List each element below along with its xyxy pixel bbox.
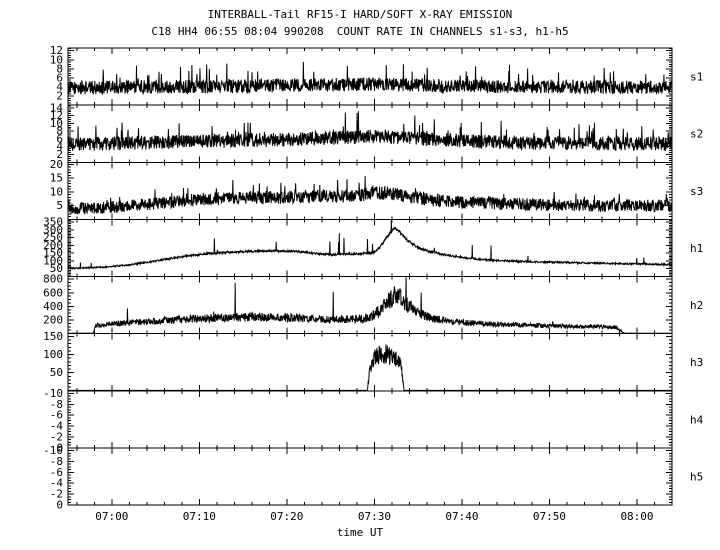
- trace-h2: [68, 277, 673, 334]
- y-tick-label-h2: 200: [43, 314, 63, 327]
- x-axis-label: time UT: [336, 526, 384, 539]
- tick-marks-s1: [68, 48, 672, 106]
- y-tick-label-h5: -4: [50, 477, 64, 490]
- y-tick-label-h4: 0: [56, 441, 63, 454]
- trace-s3: [67, 176, 673, 215]
- y-tick-label-s2: 14: [50, 101, 64, 114]
- y-tick-label-s3: 20: [50, 158, 63, 171]
- y-tick-label-h1: 100: [43, 255, 63, 268]
- y-tick-label-s2: 4: [56, 140, 63, 153]
- y-tick-label-s2: 8: [56, 125, 63, 138]
- panel-frame-h3: [67, 333, 673, 392]
- y-tick-label-h5: -8: [50, 455, 63, 468]
- y-tick-label-h4: -4: [50, 420, 64, 433]
- y-tick-label-s3: 5: [56, 199, 63, 212]
- x-tick-label: 07:40: [445, 510, 478, 523]
- y-tick-label-h3: 150: [43, 330, 63, 343]
- tick-marks-h1: [68, 219, 672, 277]
- y-tick-label-h2: 800: [43, 273, 63, 286]
- y-tick-label-h2: 600: [43, 286, 63, 299]
- x-tick-label: 07:20: [270, 510, 303, 523]
- y-tick-label-h3: 100: [43, 348, 63, 361]
- panel-frame-h4: [67, 390, 673, 449]
- panel-frame-s3: [67, 161, 673, 220]
- channel-label-h5: h5: [690, 470, 703, 483]
- chart-subtitle: C18 HH4 06:55 08:04 990208 COUNT RATE IN…: [151, 25, 569, 38]
- x-tick-label: 07:50: [533, 510, 566, 523]
- tick-marks-h5: [68, 447, 672, 506]
- y-tick-label-h1: 250: [43, 231, 63, 244]
- tick-marks-h3: [68, 333, 672, 391]
- y-tick-label-s1: 12: [50, 44, 63, 57]
- x-tick-label: 07:10: [183, 510, 216, 523]
- y-tick-label-h5: -2: [50, 488, 63, 501]
- trace-s2: [67, 111, 673, 152]
- y-tick-label-h1: 150: [43, 247, 63, 260]
- y-tick-label-h4: -6: [50, 409, 63, 422]
- x-tick-label: 07:30: [358, 510, 391, 523]
- channel-label-s2: s2: [690, 128, 703, 141]
- y-tick-label-s1: 4: [56, 81, 63, 94]
- trace-h1: [67, 219, 673, 271]
- y-tick-label-h3: 50: [50, 366, 63, 379]
- tick-marks-h2: [68, 276, 672, 334]
- y-tick-label-s3: 10: [50, 185, 63, 198]
- y-tick-label-s2: 10: [50, 117, 63, 130]
- channel-label-h4: h4: [690, 413, 704, 426]
- panel-frame-h1: [67, 218, 673, 278]
- chart-title: INTERBALL-Tail RF15-I HARD/SOFT X-RAY EM…: [207, 8, 513, 21]
- y-tick-label-h5: -6: [50, 466, 63, 479]
- y-tick-label-s1: 10: [50, 53, 63, 66]
- channel-label-s1: s1: [690, 71, 703, 84]
- trace-h3: [68, 344, 672, 391]
- x-tick-label: 08:00: [620, 510, 653, 523]
- y-tick-label-h4: -10: [43, 387, 63, 400]
- y-tick-label-h2: 400: [43, 300, 63, 313]
- panel-frame-h5: [67, 447, 673, 506]
- y-tick-label-s2: 2: [56, 148, 63, 161]
- y-tick-label-h4: -2: [50, 431, 63, 444]
- y-tick-label-h1: 50: [50, 262, 63, 275]
- panel-h3: 50 100 150 h3: [43, 330, 703, 392]
- y-tick-label-h5: 0: [56, 499, 63, 512]
- y-tick-label-s2: 6: [56, 132, 63, 145]
- y-tick-label-s2: 12: [50, 109, 63, 122]
- channel-label-h2: h2: [690, 299, 703, 312]
- y-tick-label-s3: 15: [50, 172, 63, 185]
- trace-s1: [67, 61, 673, 95]
- y-tick-label-s1: 6: [56, 71, 63, 84]
- y-tick-label-s1: 8: [56, 62, 63, 75]
- y-tick-label-h1: 300: [43, 223, 63, 236]
- tick-marks-s3: [68, 162, 672, 220]
- y-tick-label-h5: -10: [43, 444, 63, 457]
- y-tick-label-h1: 200: [43, 239, 63, 252]
- y-tick-label-s1: 2: [56, 90, 63, 103]
- channel-label-h3: h3: [690, 356, 703, 369]
- x-tick-label: 07:00: [95, 510, 128, 523]
- tick-marks-h4: [68, 390, 672, 449]
- panel-frame-h2: [67, 276, 673, 335]
- y-tick-label-h1: 350: [43, 216, 63, 229]
- channel-label-s3: s3: [690, 185, 703, 198]
- channel-label-h1: h1: [690, 242, 703, 255]
- y-tick-label-h4: -8: [50, 398, 63, 411]
